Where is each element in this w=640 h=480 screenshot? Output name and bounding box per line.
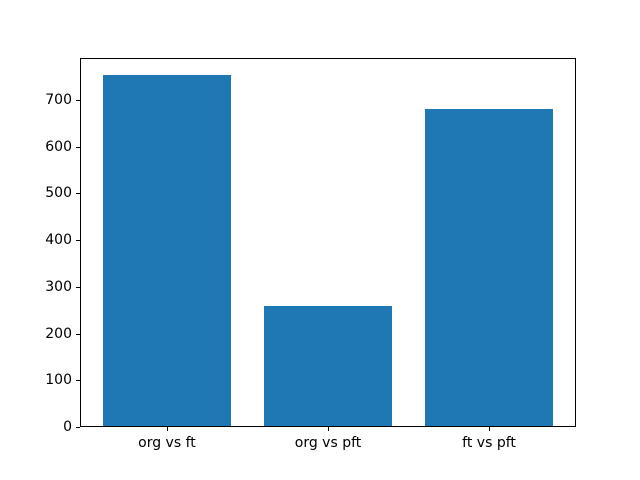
bar-ft-vs-pft (424, 109, 554, 427)
x-tick-mark (328, 427, 329, 431)
y-tick-label: 700 (45, 92, 72, 109)
x-tick-label-org-vs-pft: org vs pft (294, 435, 362, 451)
y-tick-mark (76, 286, 80, 288)
y-tick-mark (76, 240, 80, 242)
y-tick-label: 200 (45, 325, 72, 342)
y-tick-label: 500 (45, 185, 72, 202)
y-tick-mark (76, 100, 80, 102)
y-tick-label: 600 (45, 138, 72, 155)
bar-org-vs-pft (263, 306, 393, 427)
y-tick-mark (76, 333, 80, 335)
x-tick-mark (489, 427, 491, 431)
y-tick-label: 0 (63, 419, 72, 435)
y-tick-mark (76, 193, 80, 195)
x-tick-mark (166, 427, 168, 431)
x-tick-label-ft-vs-pft: ft vs pft (462, 435, 516, 451)
y-tick-mark (76, 146, 80, 148)
bar-org-vs-ft (102, 75, 232, 427)
y-tick-label: 300 (45, 278, 72, 295)
y-tick-label: 400 (45, 232, 72, 249)
x-tick-label-org-vs-ft: org vs ft (138, 435, 196, 451)
y-tick-mark (76, 427, 80, 428)
y-tick-label: 100 (45, 372, 72, 389)
y-tick-mark (76, 380, 80, 382)
